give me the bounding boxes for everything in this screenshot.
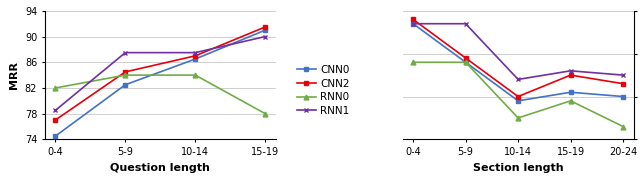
CNN2 — [567, 74, 575, 76]
RNN1 — [51, 109, 59, 111]
CNN2 — [262, 26, 269, 28]
RNN1 — [567, 70, 575, 72]
RNN0 — [122, 74, 129, 76]
Line: RNN0: RNN0 — [411, 60, 625, 129]
RNN0 — [51, 87, 59, 89]
RNN1 — [620, 74, 627, 76]
X-axis label: Section length: Section length — [473, 163, 563, 172]
CNN2 — [122, 71, 129, 73]
Line: CNN0: CNN0 — [53, 28, 268, 139]
RNN1 — [515, 78, 522, 81]
RNN0 — [462, 61, 470, 63]
CNN0 — [409, 23, 417, 25]
CNN2 — [620, 83, 627, 85]
RNN1 — [409, 23, 417, 25]
CNN0 — [515, 100, 522, 102]
Line: CNN2: CNN2 — [53, 24, 268, 123]
Line: RNN1: RNN1 — [411, 21, 625, 82]
CNN0 — [191, 58, 199, 60]
Y-axis label: MRR: MRR — [9, 61, 19, 89]
CNN0 — [620, 95, 627, 98]
CNN2 — [462, 57, 470, 59]
RNN0 — [262, 113, 269, 115]
RNN1 — [191, 52, 199, 54]
CNN2 — [191, 55, 199, 57]
CNN0 — [567, 91, 575, 93]
Line: RNN1: RNN1 — [53, 34, 268, 113]
Line: CNN2: CNN2 — [411, 17, 625, 99]
RNN0 — [567, 100, 575, 102]
CNN2 — [51, 119, 59, 121]
CNN0 — [51, 135, 59, 137]
X-axis label: Question length: Question length — [110, 163, 210, 172]
CNN0 — [462, 61, 470, 63]
RNN0 — [515, 117, 522, 119]
RNN0 — [409, 61, 417, 63]
Line: CNN0: CNN0 — [411, 21, 625, 103]
RNN0 — [620, 125, 627, 128]
Legend: CNN0, CNN2, RNN0, RNN1: CNN0, CNN2, RNN0, RNN1 — [297, 65, 349, 116]
RNN1 — [262, 35, 269, 38]
CNN2 — [515, 95, 522, 98]
CNN0 — [122, 84, 129, 86]
RNN1 — [462, 23, 470, 25]
CNN2 — [409, 18, 417, 20]
RNN1 — [122, 52, 129, 54]
Line: RNN0: RNN0 — [53, 73, 268, 116]
CNN0 — [262, 29, 269, 31]
RNN0 — [191, 74, 199, 76]
